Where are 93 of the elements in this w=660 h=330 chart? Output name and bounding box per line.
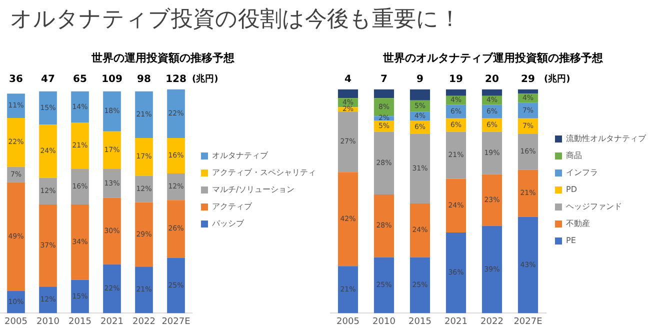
bar [103,264,121,314]
bar [338,172,358,266]
x-tick-label: 2027E [514,316,543,327]
bar [71,169,89,205]
bar [39,204,57,287]
text: 47 [41,74,55,85]
legend-label: 流動性オルタナティブ [566,134,647,144]
legend-label: ヘッジファンド [566,202,622,212]
bar [135,266,153,314]
x-tick-label: 2022 [132,316,156,327]
legend-label: アクティブ・スペシャリティ [212,168,316,178]
text: 4 [344,74,352,85]
bar [135,138,153,176]
bar [446,132,466,179]
x-tick-label: 2022 [480,316,504,327]
bar [518,216,538,314]
bar [135,202,153,267]
bar [167,89,185,138]
bar [410,257,430,314]
bar [135,176,153,202]
bar [410,89,430,100]
text: 7 [380,74,388,85]
x-tick-label: 2005 [4,316,28,327]
bar [482,226,502,314]
legend-label: アクティブ [212,202,253,212]
x-tick-label: 2021 [100,316,124,327]
bar [135,91,153,138]
legend-label: PE [566,236,576,246]
bar [482,174,502,226]
x-tick-label: 2015 [68,316,92,327]
bar [71,91,89,122]
bar [103,198,121,264]
bar [39,91,57,125]
legend-label: パッシブ [211,219,245,228]
legend-label: オルタナティブ [212,151,269,160]
x-tick-label: 2015 [408,316,432,327]
legend-label: 不動産 [566,219,590,228]
x-tick-label: 2021 [444,316,468,327]
bar [7,94,25,118]
bar [374,132,394,194]
legend-label: PD [566,185,577,194]
bar [167,138,185,174]
bar [518,134,538,170]
x-tick-label: 2010 [372,316,396,327]
bar [518,102,538,118]
bar [39,124,57,178]
bar [446,232,466,314]
bar [338,89,358,98]
text: 109 [102,74,122,85]
legend-label: マルチ/ソリューション [212,185,295,194]
bar [71,280,89,314]
text: 9 [416,74,424,85]
text: (兆円) [544,74,570,85]
bar [410,134,430,204]
text: 65 [73,74,87,85]
bar [167,173,185,200]
bar [410,203,430,258]
bar [482,132,502,174]
x-tick-label: 2027E [162,316,191,327]
bar [374,194,394,258]
text: 128 [166,74,186,85]
chart-title: 世界のオルタナティブ運用投資額の推移予想 [382,51,604,64]
bar [103,91,121,132]
bar [39,178,57,205]
bar [39,286,57,314]
text: (兆円) [192,74,218,85]
text: 20 [485,74,499,85]
bar [338,266,358,314]
bar [7,182,25,292]
bar [482,89,502,96]
bar [167,258,185,314]
bar [446,89,466,96]
bar [71,122,89,170]
chart-title: 世界の運用投資額の推移予想 [90,51,236,64]
bar [338,112,358,172]
x-tick-label: 2010 [36,316,60,327]
bar [518,170,538,217]
legend-label: 商品 [566,151,582,160]
text: 29 [521,74,535,85]
text: オルタナティブ投資の役割は今後も重要に！ [10,6,461,34]
bar [71,204,89,280]
bar [374,89,394,98]
bar [446,178,466,233]
bar [374,257,394,314]
text: 98 [137,74,151,85]
text: 19 [449,74,463,85]
x-tick-label: 2005 [336,316,360,327]
text: 36 [9,74,23,85]
bar [7,118,25,167]
legend-label: インフラ [566,168,598,178]
bar [167,200,185,258]
bar [103,169,121,198]
bar [103,131,121,170]
